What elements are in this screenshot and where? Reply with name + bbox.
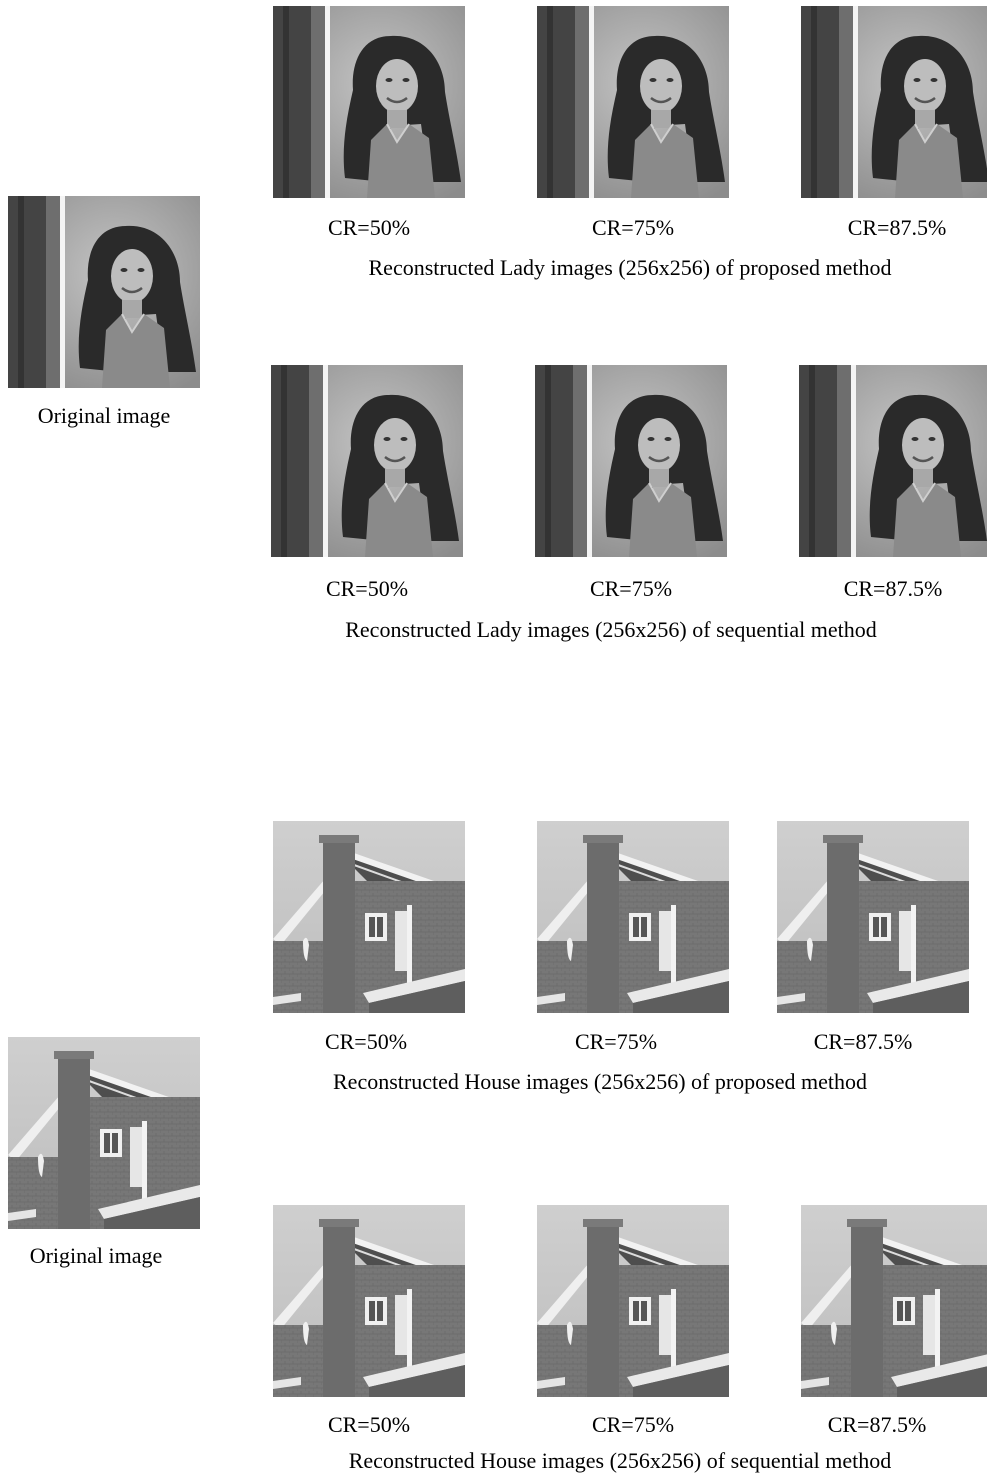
- house-proposed-cr50-image: [273, 821, 465, 1013]
- house-original-image: [8, 1037, 200, 1229]
- house-sequential-cr875-image: [801, 1205, 987, 1397]
- lady-proposed-cr875-image: [801, 6, 987, 198]
- house-proposed-cr50-label: CR=50%: [324, 1029, 408, 1054]
- lady-proposed-cr75-label: CR=75%: [591, 215, 675, 240]
- house-proposed-cr875-photo: [777, 821, 969, 1013]
- house-original-photo: [8, 1037, 200, 1229]
- lady-proposed-cr50-image: [273, 6, 465, 198]
- house-proposed-cr875-label: CR=87.5%: [813, 1029, 913, 1054]
- lady-sequential-cr50-photo: [271, 365, 463, 557]
- house-original-label: Original image: [29, 1243, 163, 1268]
- house-sequential-cr75-photo: [537, 1205, 729, 1397]
- house-sequential-cr75-label: CR=75%: [591, 1412, 675, 1437]
- lady-sequential-cr875-image: [799, 365, 987, 557]
- house-proposed-cr75-label: CR=75%: [574, 1029, 658, 1054]
- lady-sequential-cr875-label: CR=87.5%: [843, 576, 943, 601]
- house-proposed-cr75-photo: [537, 821, 729, 1013]
- house-proposed-cr50-photo: [273, 821, 465, 1013]
- lady-original-photo: [8, 196, 200, 388]
- lady-proposed-cr50-photo: [273, 6, 465, 198]
- lady-sequential-cr50-image: [271, 365, 463, 557]
- house-sequential-cr75-image: [537, 1205, 729, 1397]
- house-sequential-cr875-photo: [801, 1205, 987, 1397]
- lady-sequential-cr75-image: [535, 365, 727, 557]
- house-sequential-cr50-photo: [273, 1205, 465, 1397]
- house-proposed-cr75-image: [537, 821, 729, 1013]
- lady-sequential-cr75-label: CR=75%: [589, 576, 673, 601]
- lady-proposed-cr75-image: [537, 6, 729, 198]
- house-sequential-cr50-label: CR=50%: [327, 1412, 411, 1437]
- house-proposed-caption: Reconstructed House images (256x256) of …: [333, 1069, 867, 1094]
- lady-sequential-caption: Reconstructed Lady images (256x256) of s…: [345, 617, 877, 642]
- house-proposed-cr875-image: [777, 821, 969, 1013]
- house-sequential-caption: Reconstructed House images (256x256) of …: [348, 1448, 892, 1473]
- lady-proposed-cr875-label: CR=87.5%: [847, 215, 947, 240]
- lady-sequential-cr50-label: CR=50%: [325, 576, 409, 601]
- lady-original-label: Original image: [37, 403, 171, 428]
- house-sequential-cr50-image: [273, 1205, 465, 1397]
- lady-original-image: [8, 196, 200, 388]
- lady-proposed-caption: Reconstructed Lady images (256x256) of p…: [368, 255, 892, 280]
- lady-proposed-cr75-photo: [537, 6, 729, 198]
- house-sequential-cr875-label: CR=87.5%: [827, 1412, 927, 1437]
- lady-proposed-cr50-label: CR=50%: [327, 215, 411, 240]
- lady-sequential-cr75-photo: [535, 365, 727, 557]
- lady-sequential-cr875-photo: [799, 365, 987, 557]
- lady-proposed-cr875-photo: [801, 6, 987, 198]
